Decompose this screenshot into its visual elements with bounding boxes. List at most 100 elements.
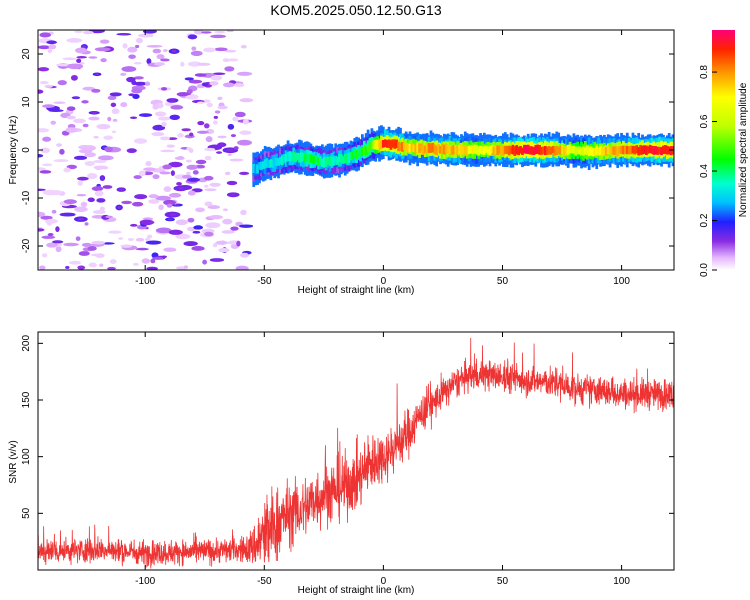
spectrogram-ridge-cell bbox=[359, 148, 362, 157]
spectrogram-noise-cell bbox=[201, 31, 212, 34]
spectrogram-ridge-cell bbox=[498, 145, 501, 154]
spectrogram-ridge-cell bbox=[665, 145, 669, 155]
spectrogram-ridge-cell bbox=[355, 149, 359, 160]
spectrogram-noise-cell bbox=[131, 201, 144, 207]
spectrogram-noise-cell bbox=[157, 116, 171, 121]
spectrogram-ridge-cell bbox=[256, 164, 259, 174]
spectrogram-noise-cell bbox=[51, 209, 57, 214]
spectrogram-noise-core bbox=[169, 99, 176, 102]
spectrogram-xtick-label: 0 bbox=[381, 276, 387, 287]
spectrogram-noise-cell bbox=[160, 58, 170, 62]
spectrogram-noise-cell bbox=[160, 136, 170, 141]
spectrogram-noise-cell bbox=[202, 259, 208, 265]
spectrogram-ridge-cell bbox=[646, 146, 650, 154]
spectrogram-noise-cell bbox=[150, 258, 156, 264]
spectrogram-ridge-cell bbox=[566, 144, 570, 155]
spectrogram-noise-cell bbox=[217, 105, 228, 110]
spectrogram-ylabel: Frequency (Hz) bbox=[8, 116, 19, 185]
spectrogram-noise-cell bbox=[227, 153, 232, 156]
spectrogram-noise-cell bbox=[118, 237, 124, 240]
spectrogram-noise-cell bbox=[77, 180, 83, 186]
spectrogram-noise-core bbox=[55, 241, 61, 243]
spectrogram-noise-cell bbox=[107, 266, 116, 270]
spectrogram-ridge-cell bbox=[300, 152, 303, 162]
spectrogram-noise-cell bbox=[111, 108, 120, 115]
spectrogram-ridge-cell bbox=[395, 139, 399, 149]
spectrogram-noise-cell bbox=[63, 199, 77, 205]
spectrogram-noise-cell bbox=[139, 219, 154, 226]
spectrogram-ridge-cell bbox=[391, 139, 395, 148]
spectrogram-noise-cell bbox=[169, 114, 180, 121]
spectrogram-noise-cell bbox=[70, 74, 78, 81]
spectrogram-ridge-cell bbox=[279, 157, 282, 165]
spectrogram-noise-cell bbox=[152, 256, 164, 260]
spectrogram-ridge-cell bbox=[421, 145, 425, 155]
spectrogram-noise-cell bbox=[121, 66, 137, 72]
spectrogram-noise-core bbox=[82, 45, 86, 49]
spectrogram-ridge-cell bbox=[298, 153, 301, 163]
spectrogram-noise-cell bbox=[110, 102, 117, 108]
spectrogram-noise-core bbox=[167, 218, 173, 221]
spectrogram-noise-cell bbox=[239, 98, 254, 103]
spectrogram-ridge-cell bbox=[330, 156, 334, 166]
spectrogram-noise-cell bbox=[108, 230, 122, 234]
spectrogram-noise-cell bbox=[156, 54, 165, 60]
spectrogram-ridge-cell bbox=[305, 154, 309, 163]
spectrogram-noise-cell bbox=[78, 145, 92, 150]
spectrogram-noise-cell bbox=[120, 72, 127, 76]
spectrogram-ridge-cell bbox=[627, 146, 631, 155]
snr-xtick-label: 100 bbox=[613, 576, 630, 587]
spectrogram-ridge-cell bbox=[277, 158, 280, 166]
spectrogram-noise-cell bbox=[126, 76, 136, 83]
spectrogram-noise-cell bbox=[203, 123, 210, 129]
spectrogram-noise-cell bbox=[161, 255, 167, 259]
spectrogram-noise-cell bbox=[205, 136, 213, 143]
spectrogram-noise-cell bbox=[82, 86, 96, 91]
spectrogram-ridge-cell bbox=[441, 143, 444, 154]
spectrogram-noise-cell bbox=[73, 118, 86, 124]
spectrogram-noise-cell bbox=[209, 81, 219, 86]
spectrogram-ridge-cell bbox=[587, 147, 591, 156]
spectrogram-noise-cell bbox=[77, 265, 86, 270]
spectrogram-noise-cell bbox=[99, 39, 110, 44]
spectrogram-ridge-cell bbox=[555, 145, 559, 155]
spectrogram-ridge-cell bbox=[456, 145, 460, 155]
spectrogram-ridge-cell bbox=[622, 145, 625, 155]
spectrogram-noise-cell bbox=[197, 120, 205, 126]
spectrogram-noise-cell bbox=[133, 76, 144, 80]
spectrogram-ridge-cell bbox=[467, 146, 471, 154]
spectrogram-ridge-cell bbox=[479, 145, 482, 154]
spectrogram-noise-cell bbox=[42, 104, 55, 108]
snr-series-line bbox=[38, 337, 674, 569]
spectrogram-ridge-cell bbox=[351, 151, 355, 160]
spectrogram-ytick-label: 20 bbox=[21, 48, 32, 60]
spectrogram-noise-cell bbox=[214, 30, 226, 34]
spectrogram-noise-cell bbox=[190, 50, 203, 56]
spectrogram-ridge-cell bbox=[513, 146, 517, 156]
spectrogram-noise-cell bbox=[240, 209, 247, 216]
spectrogram-noise-cell bbox=[217, 96, 223, 101]
spectrogram-noise-cell bbox=[65, 266, 70, 269]
spectrogram-ridge-cell bbox=[357, 149, 360, 158]
spectrogram-noise-cell bbox=[133, 175, 142, 180]
spectrogram-noise-cell bbox=[91, 240, 106, 245]
spectrogram-noise-cell bbox=[187, 61, 202, 67]
spectrogram-noise-cell bbox=[240, 44, 247, 49]
spectrogram-noise-cell bbox=[213, 115, 219, 119]
spectrogram-ridge-cell bbox=[522, 144, 526, 154]
spectrogram-noise-cell bbox=[224, 49, 237, 53]
spectrogram-noise-cell bbox=[79, 62, 85, 65]
spectrogram-ridge-cell bbox=[301, 152, 305, 161]
colorbar-ticks: 0.0 0.2 0.4 0.6 0.8 bbox=[699, 65, 717, 277]
spectrogram-noise-cell bbox=[84, 160, 95, 167]
spectrogram-noise-cell bbox=[206, 102, 213, 108]
spectrogram-noise-cell bbox=[103, 135, 114, 140]
spectrogram-ridge-cell bbox=[439, 145, 442, 154]
spectrogram-noise-cell bbox=[88, 116, 100, 121]
spectrogram-ytick-label: 0 bbox=[21, 147, 32, 153]
spectrogram-noise-cell bbox=[163, 247, 177, 252]
spectrogram-noise-cell bbox=[133, 62, 142, 65]
spectrogram-ridge-cell bbox=[532, 147, 536, 156]
spectrogram-noise-cell bbox=[161, 121, 167, 127]
spectrogram-noise-cell bbox=[137, 33, 154, 38]
